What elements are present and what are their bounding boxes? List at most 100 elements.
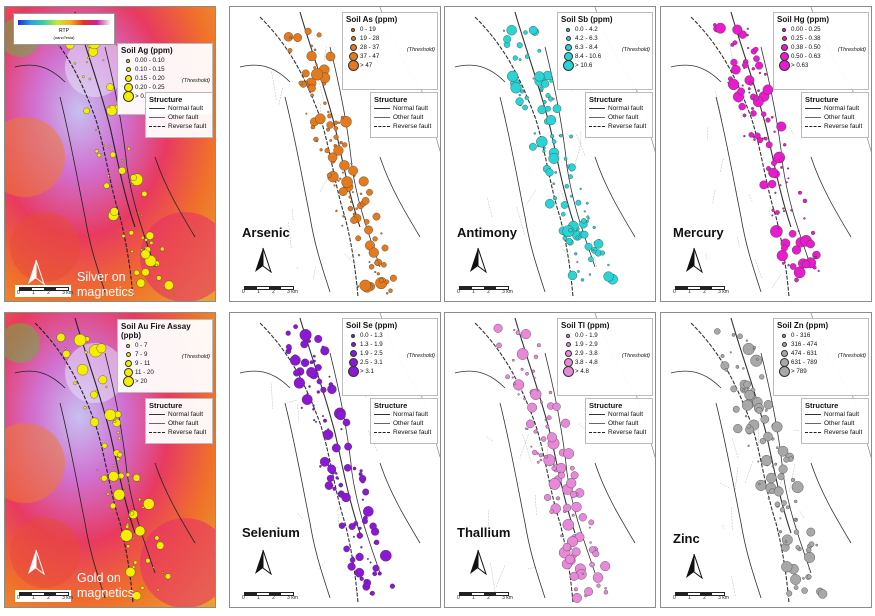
- drainage-line: [719, 482, 730, 489]
- sample-point: [144, 238, 148, 242]
- legend-symbol: [778, 60, 790, 71]
- sample-point: [76, 364, 89, 376]
- fault-line: [259, 322, 359, 604]
- sample-point: [549, 509, 554, 514]
- sample-point: [121, 159, 124, 162]
- scale-label: 3 km: [62, 290, 73, 296]
- legend-row: 0 - 19: [346, 25, 434, 34]
- fault-line: [259, 16, 359, 298]
- sample-point: [589, 541, 592, 544]
- legend-row: 9 - 11: [121, 359, 209, 368]
- sample-point: [357, 253, 361, 257]
- sample-point: [793, 529, 799, 535]
- sample-point: [338, 187, 348, 196]
- sample-point: [785, 181, 788, 184]
- legend-row: > 47: [346, 60, 434, 71]
- sample-point: [545, 168, 554, 177]
- sample-point: [743, 134, 746, 138]
- sample-point: [536, 343, 541, 348]
- sample-point: [339, 177, 342, 180]
- sample-point: [379, 278, 385, 283]
- sample-point: [361, 498, 364, 501]
- north-arrow-icon: [470, 549, 487, 575]
- sample-point: [343, 545, 350, 553]
- sample-point: [537, 105, 547, 115]
- legend-range: 0.00 - 0.25: [791, 26, 821, 33]
- legend-range: > 10.6: [575, 62, 593, 69]
- fault-line: [544, 352, 596, 574]
- fault-line: [379, 462, 421, 544]
- legend-symbol: [122, 376, 134, 387]
- fault-line: [14, 370, 66, 389]
- sample-point: [783, 143, 787, 147]
- fault-line: [454, 370, 506, 389]
- legend-title: Soil Tl (ppm): [561, 321, 610, 330]
- sample-point: [342, 215, 345, 218]
- sample-point: [143, 498, 155, 510]
- legend-thallium: Soil Tl (ppm) 0.0 - 1.9 1.9 - 2.9 2.9 - 3.8…: [557, 318, 653, 396]
- sample-point: [83, 107, 90, 115]
- sample-point: [352, 466, 357, 471]
- sample-point: [565, 237, 573, 245]
- scale-label: 2: [272, 289, 275, 295]
- legend-range: 0 - 19: [360, 26, 376, 33]
- sample-point: [319, 465, 322, 468]
- sample-point: [137, 212, 140, 214]
- sample-point: [544, 419, 547, 422]
- fault-line: [454, 64, 506, 83]
- sample-point: [300, 358, 310, 367]
- drainage-line: [576, 134, 586, 157]
- legend-row: > 10.6: [561, 60, 649, 71]
- sample-point: [746, 33, 749, 37]
- sample-point: [307, 339, 311, 343]
- sample-point: [131, 183, 134, 186]
- legend-row: 0.10 - 0.15: [121, 65, 209, 74]
- sample-point: [592, 550, 600, 558]
- sample-point: [541, 79, 550, 88]
- sample-point: [744, 415, 748, 418]
- sample-point: [589, 561, 595, 568]
- sample-point: [506, 25, 517, 36]
- structure-row: Other fault: [589, 113, 649, 122]
- drainage-line: [731, 576, 736, 597]
- sample-point: [360, 546, 363, 549]
- colorbar-unit: (nanoTesla): [53, 35, 75, 40]
- sample-point: [96, 343, 107, 354]
- sample-point: [524, 54, 530, 59]
- sample-point: [329, 139, 333, 142]
- normal-fault-label: Normal fault: [168, 105, 204, 112]
- threshold-label: (Threshold): [621, 47, 650, 53]
- sample-point: [385, 292, 389, 295]
- legend-range: 2.5 - 3.1: [360, 359, 383, 366]
- legend-range: 0.10 - 0.15: [135, 66, 165, 73]
- sample-point: [323, 418, 327, 423]
- sample-point: [165, 573, 171, 580]
- sample-point: [748, 132, 755, 138]
- fault-line: [499, 402, 546, 599]
- scale-bar: 0 1 2 3 km: [671, 284, 731, 298]
- sample-point: [756, 137, 764, 144]
- sample-point: [389, 274, 397, 282]
- legend-row: 1.3 - 1.9: [346, 340, 434, 349]
- sample-point: [106, 83, 114, 91]
- drainage-line: [534, 494, 537, 516]
- sample-point: [755, 61, 764, 70]
- legend-symbol: [780, 350, 788, 357]
- threshold-label: (Threshold): [837, 47, 866, 53]
- fault-line: [14, 64, 66, 83]
- element-name: Mercury: [673, 225, 724, 240]
- fault-line: [810, 156, 852, 238]
- sample-point: [355, 235, 362, 242]
- scale-label: 3 km: [62, 595, 73, 601]
- sample-point: [154, 535, 160, 541]
- sample-point: [339, 490, 342, 493]
- legend-symbol: [122, 91, 134, 102]
- sample-point: [733, 424, 743, 434]
- sample-point: [548, 478, 561, 490]
- sample-point: [779, 507, 785, 513]
- sample-point: [791, 245, 802, 255]
- drainage-line: [789, 127, 794, 135]
- sample-point: [569, 571, 579, 581]
- structure-row: Reverse fault: [149, 122, 209, 131]
- sample-point: [327, 113, 332, 119]
